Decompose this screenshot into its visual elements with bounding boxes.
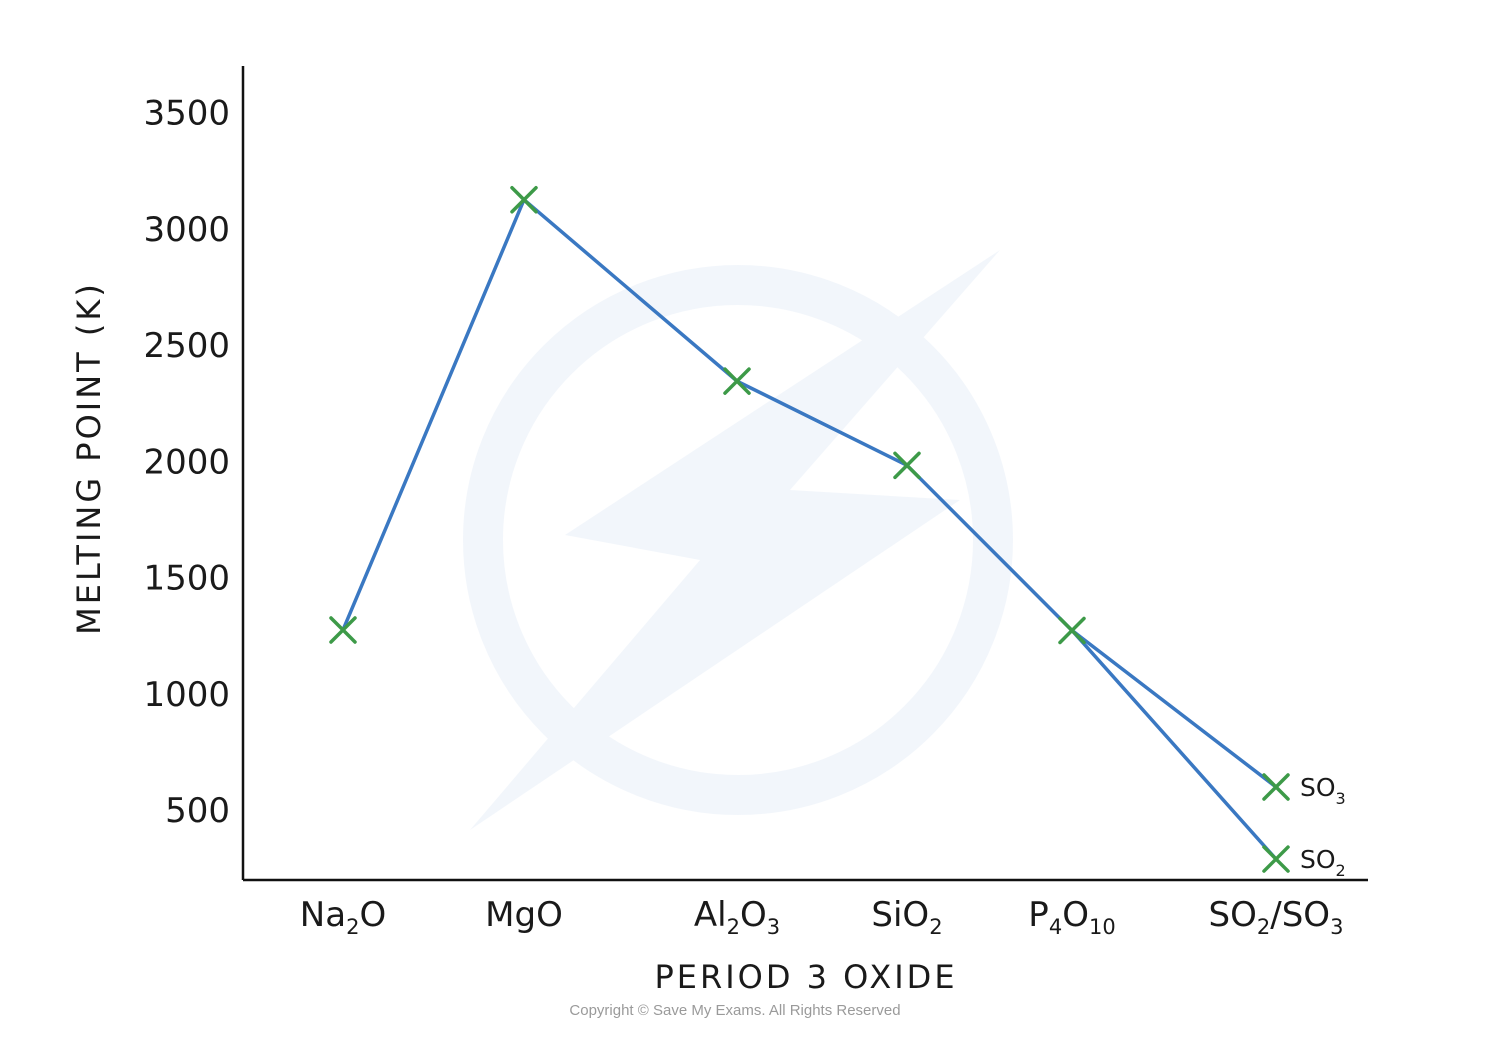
axes [241, 66, 1368, 882]
x-tick-label: MgO [485, 895, 563, 935]
x-axis-title: PERIOD 3 OXIDE [654, 958, 957, 996]
data-point-marker [1058, 616, 1086, 645]
x-tick-label: SiO2 [871, 895, 942, 939]
data-point-marker [1262, 773, 1290, 801]
y-tick-label: 3000 [143, 210, 230, 250]
data-point-marker [893, 451, 921, 480]
y-tick-label: 2000 [143, 442, 230, 482]
series-line [1070, 628, 1278, 789]
y-tick-label: 1500 [143, 559, 230, 599]
x-tick-label: SO2/SO3 [1209, 895, 1344, 939]
series-line [341, 197, 1278, 861]
x-tick-label: Al2O3 [694, 895, 780, 939]
copyright-notice: Copyright © Save My Exams. All Rights Re… [569, 1002, 901, 1019]
series-lines [341, 197, 1278, 861]
data-point-marker [510, 185, 538, 214]
y-tick-label: 2500 [143, 326, 230, 366]
point-annotations: SO3 SO2 [1300, 773, 1346, 880]
data-point-marker [723, 367, 751, 395]
x-tick-label: P4O10 [1028, 895, 1115, 939]
x-tick-labels: Na2O MgO Al2O3 SiO2 P4O10 SO2/SO3 [300, 895, 1344, 939]
data-point-marker [329, 616, 357, 644]
point-annotation: SO3 [1300, 773, 1346, 808]
y-tick-label: 3500 [143, 94, 230, 134]
y-tick-labels: 500 1000 1500 2000 2500 3000 3500 [143, 94, 230, 832]
y-tick-label: 500 [165, 791, 230, 831]
point-annotation: SO2 [1300, 845, 1346, 880]
x-tick-label: Na2O [300, 895, 386, 939]
data-point-marker [1262, 845, 1290, 873]
y-axis-title: MELTING POINT (K) [70, 281, 108, 635]
y-tick-label: 1000 [143, 675, 230, 715]
watermark-logo [463, 250, 1013, 830]
data-markers [329, 185, 1290, 873]
